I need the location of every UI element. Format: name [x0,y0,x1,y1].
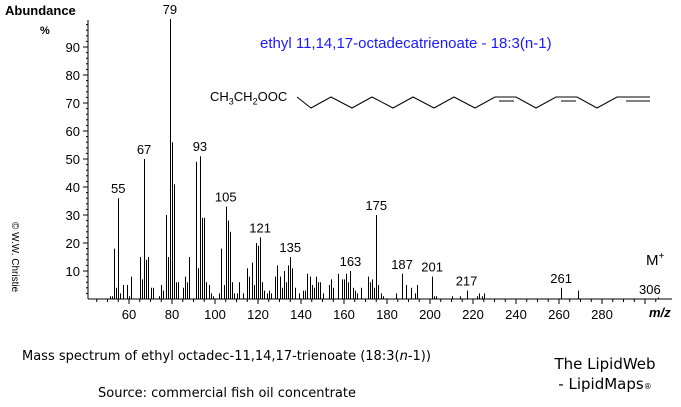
molecular-ion-charge: + [658,251,665,262]
svg-text:217: 217 [456,274,478,289]
svg-text:261: 261 [550,271,572,286]
svg-text:79: 79 [163,2,177,17]
svg-text:201: 201 [421,260,443,275]
svg-text:67: 67 [137,142,151,157]
chemical-structure [296,96,650,109]
x-axis-title: m/z [649,305,671,320]
svg-text:140: 140 [290,307,312,322]
svg-text:240: 240 [505,307,527,322]
svg-text:280: 280 [591,307,613,322]
lipidweb-credit: The LipidWeb - LipidMaps® [545,354,665,397]
svg-text:70: 70 [66,96,80,111]
caption-text: Mass spectrum of ethyl octadec-11,14,17-… [22,349,400,364]
caption-suffix: -1)) [407,349,431,364]
svg-text:163: 163 [340,254,362,269]
caption-italic: n [399,349,408,364]
svg-text:93: 93 [193,139,207,154]
source-note: Source: commercial fish oil concentrate [98,386,356,401]
molecular-ion-letter: M [646,252,659,269]
credit-line-1: The LipidWeb [554,355,656,373]
svg-text:175: 175 [365,198,387,213]
svg-text:100: 100 [204,307,226,322]
y-axis-unit: % [40,25,50,37]
svg-text:40: 40 [66,180,80,195]
svg-text:160: 160 [333,307,355,322]
svg-text:121: 121 [249,220,271,235]
svg-text:60: 60 [122,307,136,322]
x-axis: 60 80 100 120 140 160 180 200 220 240 260 280 [88,298,672,322]
compound-title: ethyl 11,14,17-octadecatrienoate - 18:3(… [260,35,552,52]
svg-text:120: 120 [247,307,269,322]
alkyl-chain [296,96,650,109]
spectrum-peaks [110,19,659,299]
svg-text:200: 200 [419,307,441,322]
svg-text:220: 220 [462,307,484,322]
svg-text:10: 10 [66,264,80,279]
svg-text:80: 80 [165,307,179,322]
svg-text:90: 90 [66,40,80,55]
credit-line-2: - LipidMaps® [558,375,652,393]
figure-caption: Mass spectrum of ethyl octadec-11,14,17-… [22,349,431,364]
formula-head: CH3CH2OOC [210,89,288,107]
svg-text:260: 260 [548,307,570,322]
svg-text:30: 30 [66,208,80,223]
svg-text:135: 135 [279,240,301,255]
molecular-ion-label: M+ [646,251,664,269]
svg-text:50: 50 [66,152,80,167]
svg-text:306: 306 [639,282,661,297]
svg-text:20: 20 [66,236,80,251]
svg-text:180: 180 [376,307,398,322]
svg-text:55: 55 [111,181,125,196]
svg-text:60: 60 [66,124,80,139]
copyright-notice: © W.W. Christie [9,222,20,293]
y-axis-title: Abundance [5,3,76,18]
svg-text:80: 80 [66,68,80,83]
svg-text:105: 105 [215,190,237,205]
peak-labels: 55 67 79 93 105 121 135 163 175 187 201 217 261 306 [111,2,661,297]
y-axis: 10 20 30 40 50 60 70 80 90 [66,20,89,299]
svg-text:187: 187 [391,257,413,272]
